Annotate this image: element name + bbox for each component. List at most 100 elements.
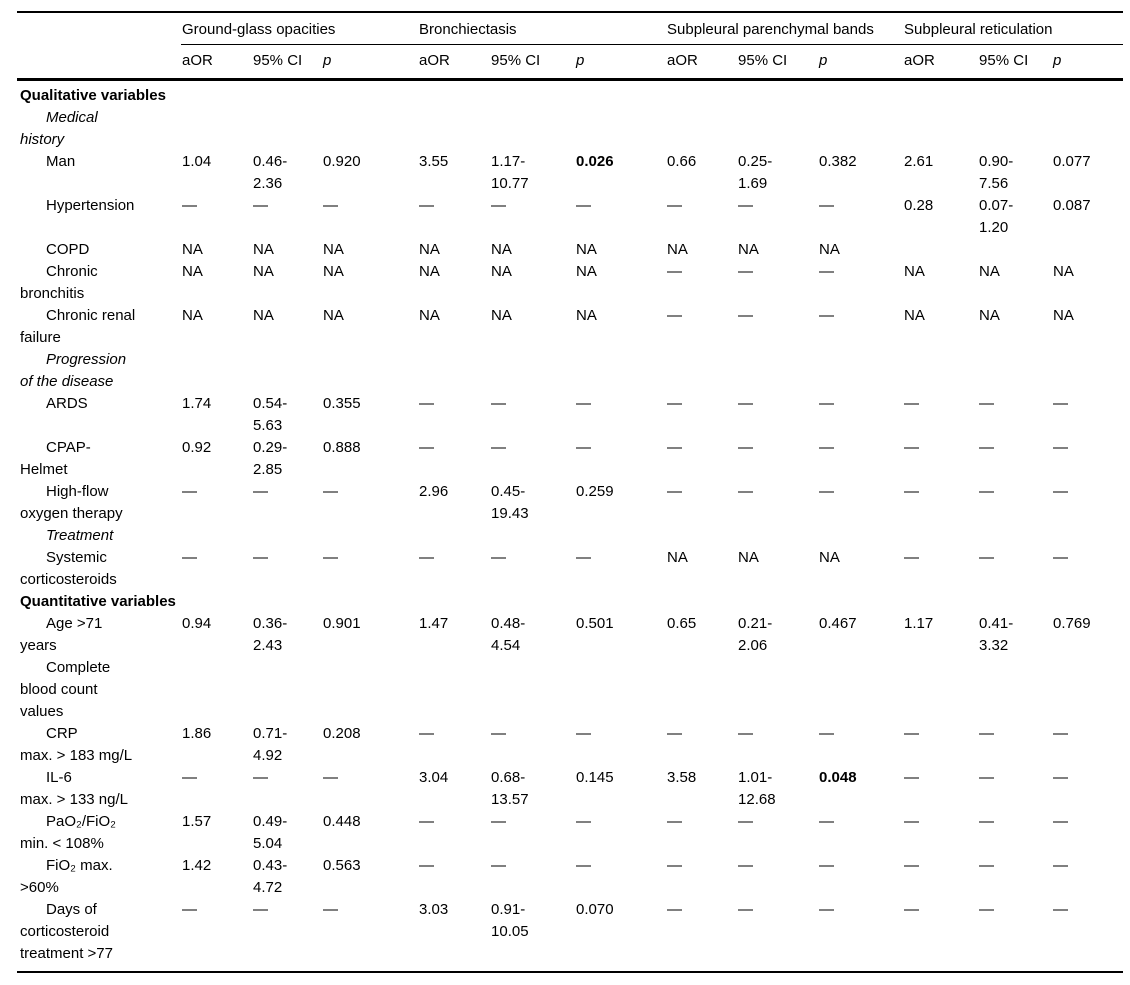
data-cell: 0.448 (322, 811, 418, 855)
row-label: Progression of the disease (20, 351, 127, 390)
cell-value: 0.259 (576, 483, 614, 500)
data-cell: — (1052, 811, 1123, 855)
data-cell: 1.01-12.68 (737, 767, 818, 811)
data-cell: 0.65 (666, 613, 737, 657)
data-cell (181, 107, 252, 151)
data-cell (978, 349, 1052, 393)
cell-value: 0.65 (667, 615, 697, 632)
table-row: High-flow oxygen therapy — — — 2.96 0.45… (17, 481, 1123, 525)
table-row: IL-6 max. > 133 ng/L — — — 3.04 0.68-13.… (17, 767, 1123, 811)
cell-value: — (819, 725, 835, 742)
data-cell: NA (1052, 305, 1123, 349)
cell-value: — (182, 197, 197, 214)
data-cell (1052, 657, 1123, 723)
data-cell: — (978, 899, 1053, 973)
data-cell (575, 349, 666, 393)
data-cell (575, 107, 666, 151)
data-cell: 0.355 (322, 393, 418, 437)
cell-value: 0.026 (576, 153, 614, 170)
data-cell: NA (575, 261, 666, 305)
cell-value: 3.03 (419, 901, 449, 918)
data-cell: — (252, 195, 322, 239)
cell-value: — (819, 857, 835, 874)
data-cell: — (818, 437, 903, 481)
data-cell: — (181, 767, 252, 811)
data-cell: — (737, 437, 818, 481)
cell-value: — (253, 197, 268, 214)
data-cell (818, 107, 903, 151)
data-cell: — (737, 481, 818, 525)
cell-value: — (576, 197, 592, 214)
data-cell: — (737, 261, 818, 305)
data-cell: — (1052, 437, 1123, 481)
data-cell: NA (181, 305, 252, 349)
data-cell: — (181, 547, 252, 591)
data-cell (575, 657, 666, 723)
data-cell: — (490, 437, 575, 481)
data-cell: NA (181, 261, 252, 305)
row-label: CRP max. > 183 mg/L (20, 725, 133, 764)
cell-value: — (182, 901, 197, 918)
data-cell: — (418, 547, 490, 591)
data-cell: — (181, 195, 252, 239)
data-cell (666, 591, 737, 613)
corner-cell (17, 11, 181, 45)
cell-value: NA (819, 549, 840, 566)
cell-value: — (667, 901, 683, 918)
cell-value: 0.145 (576, 769, 614, 786)
data-cell: — (252, 767, 322, 811)
cell-value: 0.36-2.43 (253, 615, 288, 654)
data-cell (1052, 107, 1123, 151)
cell-value: — (323, 483, 338, 500)
data-cell: — (666, 195, 737, 239)
cell-value: — (182, 549, 197, 566)
column-header-aor: aOR (181, 44, 252, 81)
cell-value: — (904, 395, 920, 412)
data-cell: — (490, 723, 575, 767)
cell-value: — (1053, 813, 1069, 830)
data-cell: — (666, 437, 737, 481)
data-cell: — (418, 437, 490, 481)
cell-value: 3.04 (419, 769, 449, 786)
cell-value: — (904, 857, 920, 874)
cell-value: 0.91-10.05 (491, 901, 529, 940)
data-cell: 0.467 (818, 613, 903, 657)
data-cell: 0.070 (575, 899, 667, 973)
cell-value: NA (667, 549, 688, 566)
data-cell (818, 657, 903, 723)
data-cell (252, 525, 322, 547)
cell-value: — (738, 725, 754, 742)
row-label: Chronic renal failure (20, 307, 136, 346)
cell-value: NA (419, 241, 440, 258)
column-header-ci: 95% CI (490, 44, 576, 81)
cell-value: 3.55 (419, 153, 449, 170)
cell-value: NA (323, 241, 344, 258)
data-cell: — (1052, 767, 1123, 811)
cell-value: 0.048 (819, 769, 857, 786)
table-row: Systemic corticosteroids — — — — — — NA … (17, 547, 1123, 591)
data-cell: — (818, 899, 904, 973)
cell-value: — (904, 439, 920, 456)
data-cell: 0.90-7.56 (978, 151, 1052, 195)
data-cell: 0.077 (1052, 151, 1123, 195)
data-cell: — (737, 855, 818, 899)
data-cell: NA (322, 261, 418, 305)
data-cell (322, 591, 418, 613)
cell-value: 0.41-3.32 (979, 615, 1014, 654)
table-row: Quantitative variables (17, 591, 1123, 613)
data-cell: NA (418, 305, 490, 349)
data-cell: — (903, 899, 979, 973)
cell-value: 2.96 (419, 483, 449, 500)
data-cell (490, 80, 575, 108)
cell-value: — (491, 197, 507, 214)
data-cell: 0.92 (181, 437, 252, 481)
data-cell: 0.36-2.43 (252, 613, 322, 657)
data-cell: NA (322, 239, 418, 261)
data-cell: — (490, 195, 575, 239)
data-cell: 0.920 (322, 151, 418, 195)
cell-value: 0.382 (819, 153, 857, 170)
cell-value: 0.48-4.54 (491, 615, 526, 654)
data-cell: NA (818, 239, 903, 261)
data-cell: NA (252, 239, 322, 261)
cell-value: 3.58 (667, 769, 697, 786)
